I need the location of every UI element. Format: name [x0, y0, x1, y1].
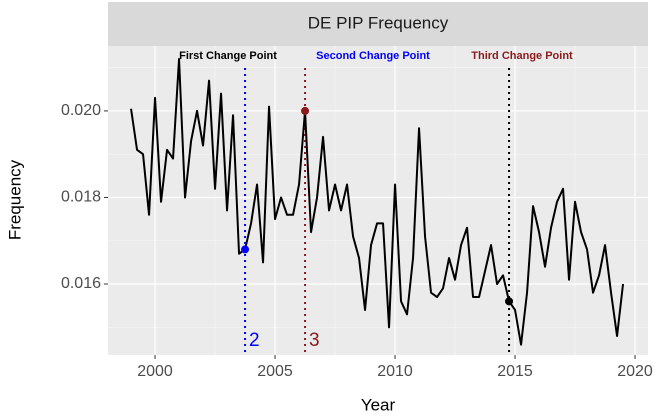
marks: 2 3 First Change Point Second Change Point T…: [130, 50, 625, 355]
change-name: Second Change Point: [316, 50, 430, 62]
panel: [108, 46, 648, 355]
change-name: First Change Point: [179, 50, 277, 62]
x-tick-label: 2010: [377, 363, 413, 380]
y-tick-label: 0.018: [61, 189, 101, 206]
x-tick-label: 2020: [617, 363, 653, 380]
change-point: [241, 245, 250, 254]
change-point: [505, 297, 514, 306]
strip: [108, 2, 648, 46]
line: [130, 57, 625, 346]
x-tick-label: 2015: [497, 363, 533, 380]
change-point: [301, 106, 310, 115]
x-axis-title: Year: [361, 395, 396, 414]
change-name: Third Change Point: [471, 50, 573, 62]
y-tick-label: 0.020: [61, 102, 101, 119]
x-tick-label: 2005: [257, 363, 293, 380]
change-label: 3: [309, 330, 320, 351]
change-label: 2: [249, 330, 260, 351]
y-tick-label: 0.016: [61, 275, 101, 292]
y-axis-title: Frequency: [5, 159, 24, 240]
chart-title: DE PIP Frequency: [308, 13, 449, 32]
x-tick-label: 2000: [137, 363, 173, 380]
